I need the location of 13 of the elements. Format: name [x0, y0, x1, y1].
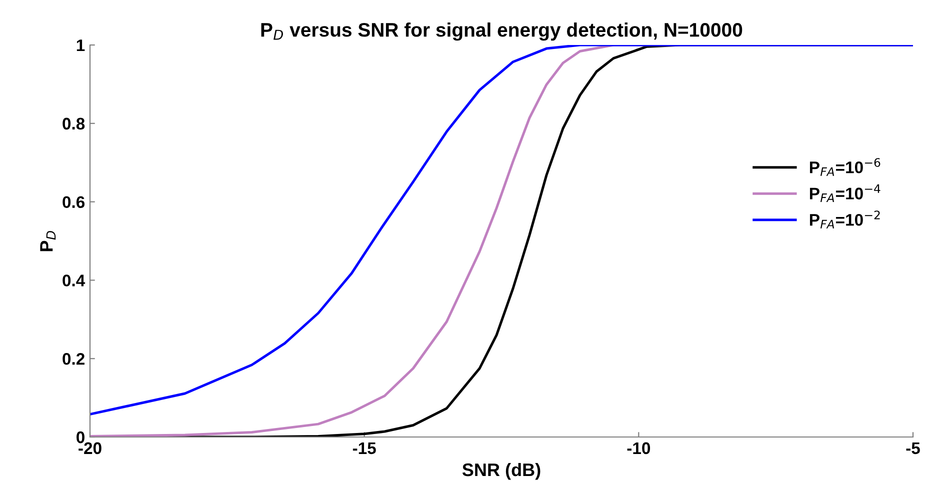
x-tick-label: -10: [627, 442, 650, 454]
y-tick-label: 0.2: [62, 353, 84, 365]
y-axis-title: P$_{D}$: [40, 230, 56, 252]
chart-title: P$_{D}$ versus SNR for signal energy detection, N=10000: [261, 22, 742, 41]
y-tick-label: 0: [76, 431, 84, 444]
x-tick-label: -5: [906, 442, 920, 454]
x-axis-title: SNR (dB): [462, 462, 540, 480]
y-tick-label: 1: [76, 40, 85, 52]
x-tick-label: -20: [78, 442, 102, 454]
y-tick-label: 0.4: [62, 274, 86, 286]
y-tick-label: 0.8: [62, 118, 85, 130]
x-tick-label: -15: [352, 442, 376, 454]
y-tick-label: 0.6: [62, 196, 85, 208]
